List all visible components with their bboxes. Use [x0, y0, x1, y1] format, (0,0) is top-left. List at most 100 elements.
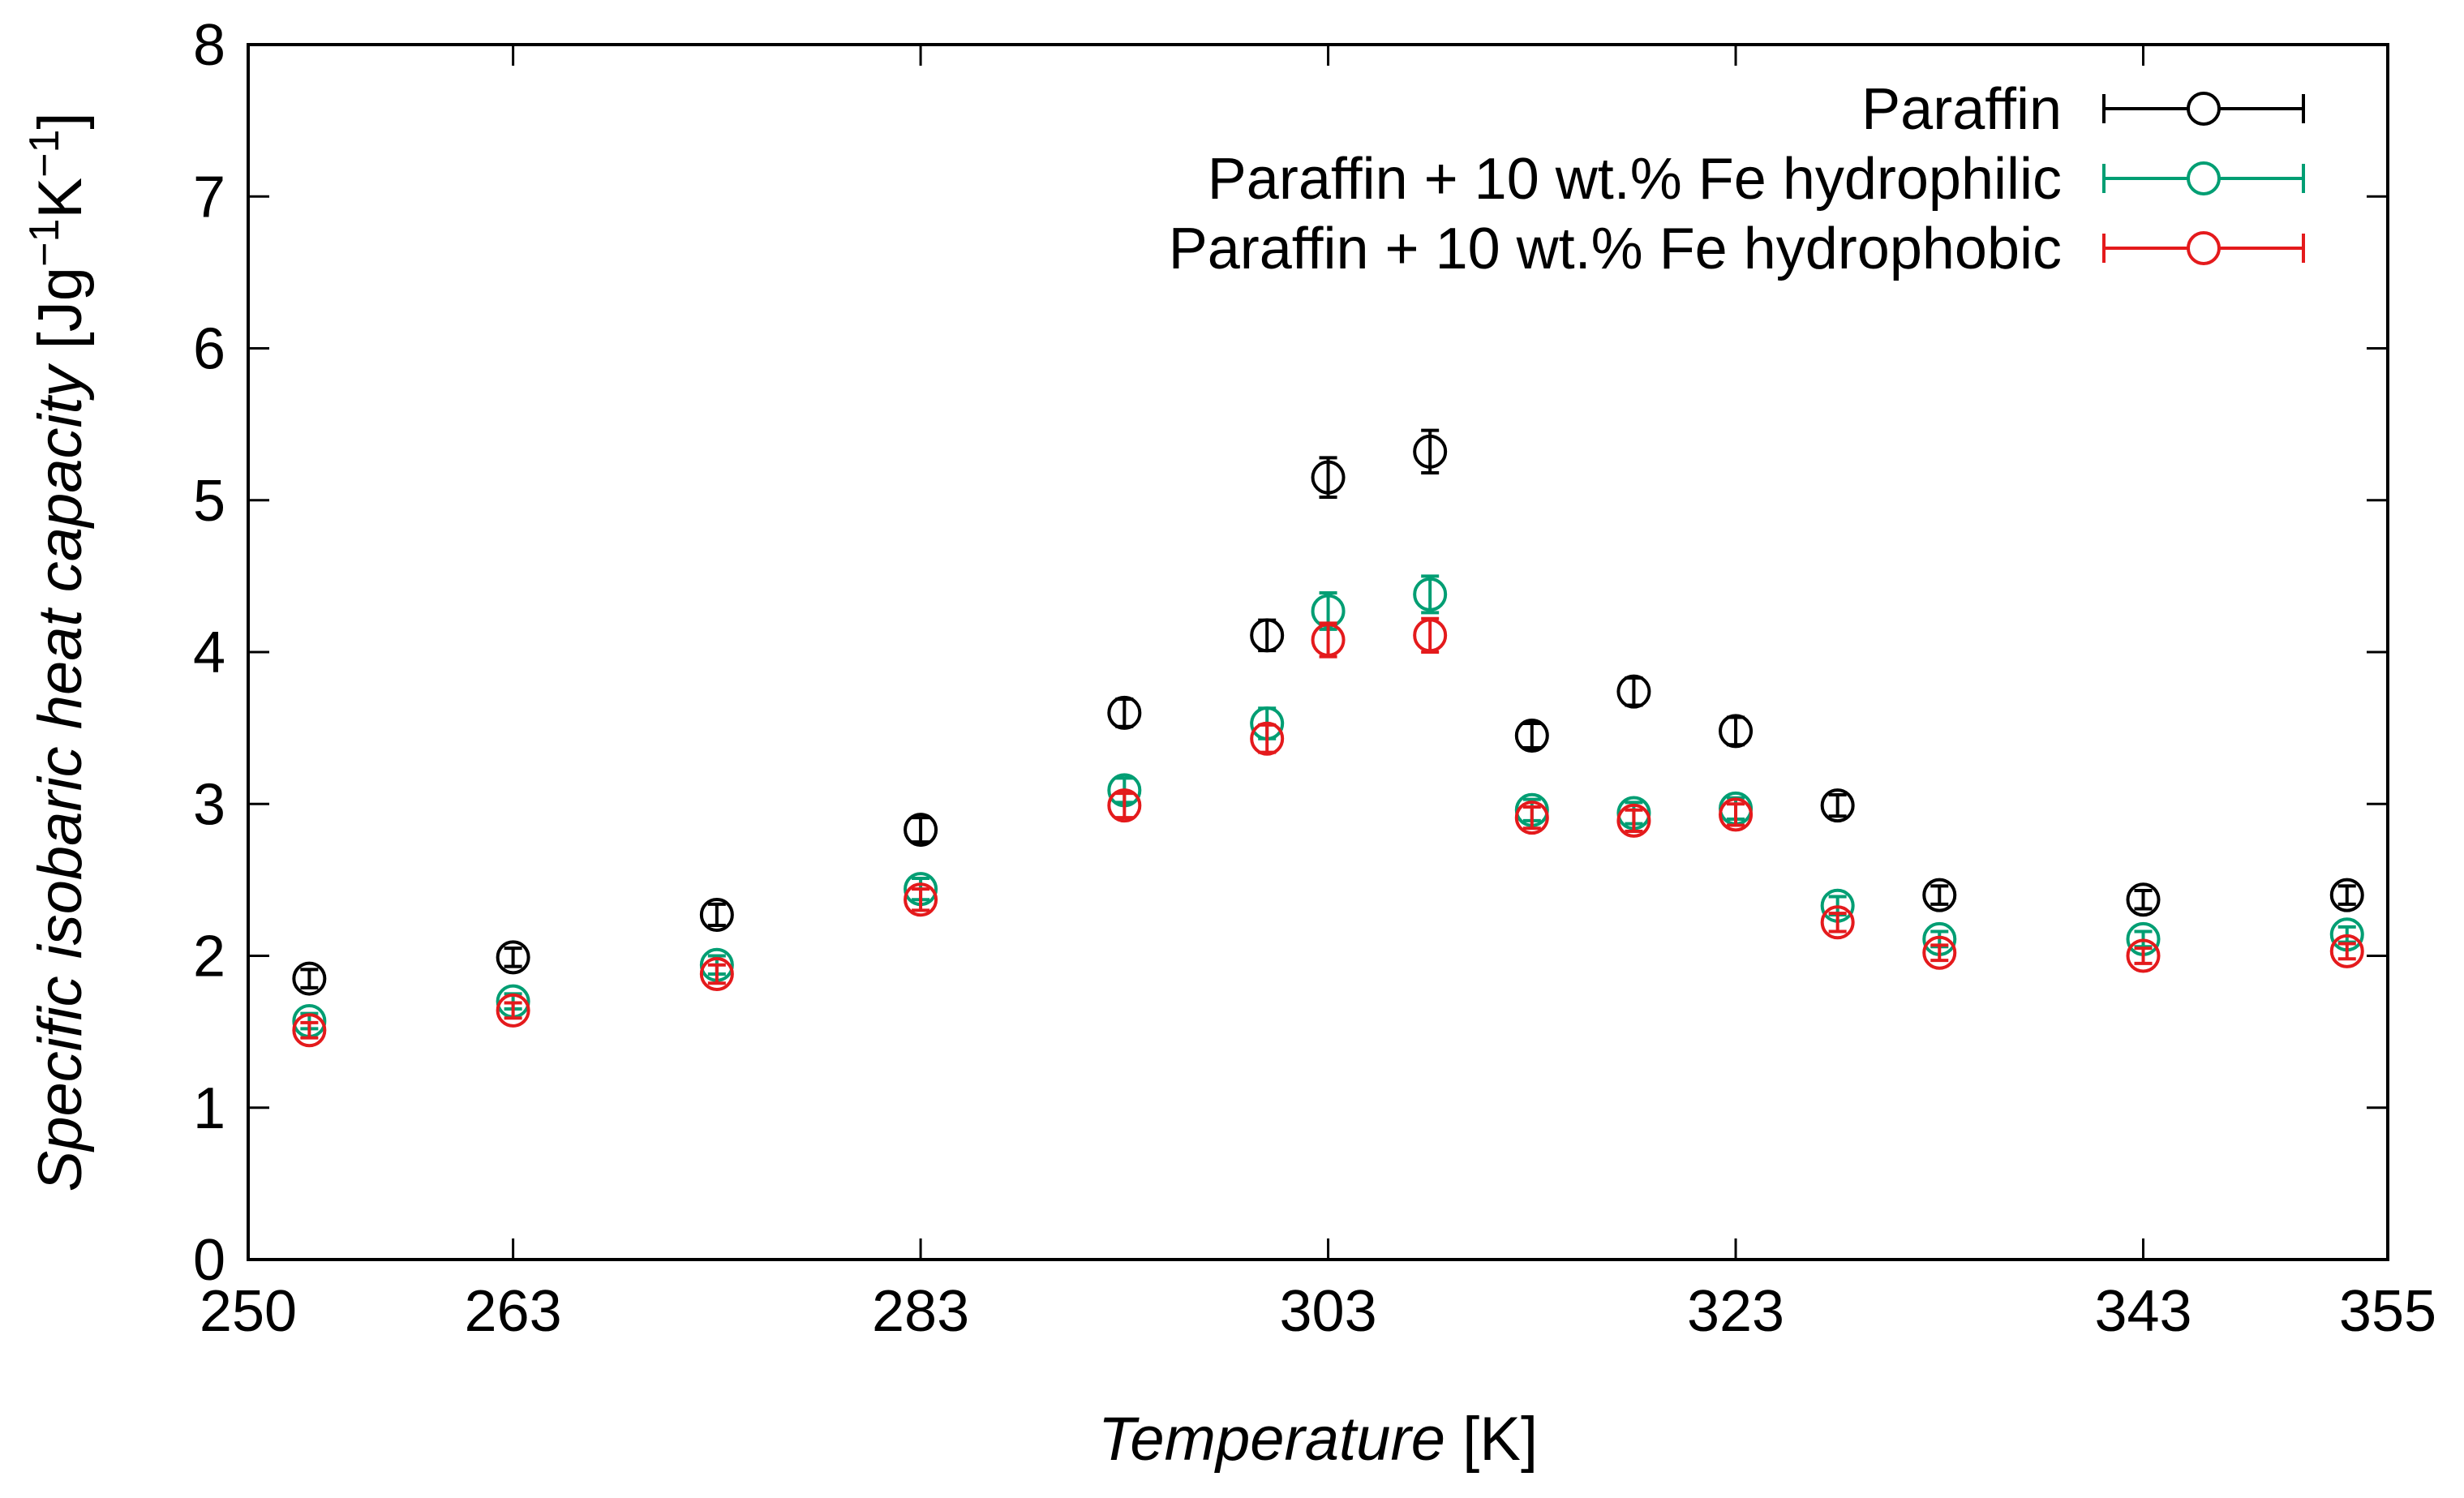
point-marker	[1514, 801, 1549, 835]
data-point	[1719, 714, 1754, 749]
data-point	[1820, 905, 1855, 940]
y-tick-label: 1	[193, 1076, 225, 1141]
y-axis-label: Specific isobaric heat capacity [Jg−1K−1…	[21, 113, 95, 1192]
y-axis-label-end: ]	[26, 113, 95, 130]
data-point	[496, 940, 530, 975]
data-point	[1616, 674, 1651, 709]
data-point	[2329, 878, 2364, 912]
point-marker	[1107, 695, 1142, 730]
data-point	[904, 813, 938, 848]
point-marker	[1820, 788, 1855, 823]
y-axis-label-sup2: −1	[21, 130, 68, 178]
point-marker	[904, 813, 938, 848]
y-axis-label-mid: K	[26, 178, 95, 219]
plot-frame	[247, 43, 2389, 1261]
data-point	[1922, 935, 1957, 970]
data-point	[2126, 882, 2161, 917]
point-marker	[1311, 460, 1346, 495]
legend-item-hydrophobic: Paraffin + 10 wt.% Fe hydrophobic	[1169, 217, 2305, 281]
point-marker	[2126, 938, 2161, 973]
point-marker	[1311, 623, 1346, 658]
point-marker	[1413, 618, 1448, 653]
legend-marker-paraffin	[2102, 92, 2305, 126]
legend-item-paraffin: Paraffin	[1861, 77, 2305, 142]
data-point	[1107, 695, 1142, 730]
y-tick-label: 4	[193, 620, 225, 685]
legend-marker-hydrophobic	[2102, 231, 2305, 265]
data-point	[1616, 803, 1651, 838]
data-point	[292, 1013, 327, 1048]
data-point	[496, 993, 530, 1028]
x-axis-label: Temperature [K]	[1098, 1405, 1538, 1474]
y-axis-label-sup1: −1	[21, 219, 68, 267]
point-marker	[2329, 878, 2364, 912]
data-point	[1250, 721, 1285, 756]
legend-item-hydrophilic: Paraffin + 10 wt.% Fe hydrophilic	[1208, 147, 2305, 212]
data-point	[904, 882, 938, 917]
x-axis-label-unit: [K]	[1445, 1405, 1538, 1474]
point-marker	[1616, 674, 1651, 709]
point-marker	[1107, 788, 1142, 823]
y-tick-label: 2	[193, 925, 225, 989]
data-point	[1820, 788, 1855, 823]
point-marker	[496, 940, 530, 975]
data-point	[2329, 934, 2364, 968]
x-axis-label-italic: Temperature	[1098, 1405, 1445, 1474]
legend-label-paraffin: Paraffin	[1861, 77, 2062, 142]
point-marker	[1250, 721, 1285, 756]
point-marker	[904, 882, 938, 917]
point-marker	[292, 961, 327, 996]
y-axis-label-italic: Specific isobaric heat capacity	[26, 363, 95, 1191]
data-point	[699, 897, 734, 932]
legend-label-hydrophilic: Paraffin + 10 wt.% Fe hydrophilic	[1208, 147, 2062, 212]
legend: Paraffin Paraffin + 10 wt.% Fe hydrophil…	[1169, 77, 2305, 281]
point-marker	[1250, 618, 1285, 653]
data-point	[699, 956, 734, 991]
data-point	[1311, 456, 1346, 500]
point-marker	[496, 993, 530, 1028]
x-tick-label: 263	[465, 1279, 562, 1344]
point-marker	[1922, 935, 1957, 970]
x-tick-label: 303	[1279, 1279, 1376, 1344]
legend-circle	[2187, 161, 2221, 195]
point-marker	[1413, 577, 1448, 612]
legend-circle	[2187, 231, 2221, 265]
data-point	[1107, 788, 1142, 823]
data-point	[1514, 801, 1549, 835]
x-tick-label: 355	[2339, 1279, 2436, 1344]
ticks-layer: 0 1 2 3 4 5 6 7 8 250 263 283 303 323 343 355	[193, 13, 2436, 1344]
point-marker	[699, 897, 734, 932]
data-point	[1922, 878, 1957, 912]
series-0	[292, 428, 2364, 996]
point-marker	[292, 1013, 327, 1048]
series-2	[292, 616, 2364, 1048]
y-axis-label-unit: [Jg	[26, 267, 95, 349]
data-point	[1311, 621, 1346, 659]
y-axis-label-space	[26, 349, 95, 366]
point-marker	[2126, 882, 2161, 917]
data-point	[1250, 618, 1285, 653]
x-tick-label: 250	[200, 1279, 297, 1344]
x-tick-label: 283	[872, 1279, 969, 1344]
data-layer	[292, 428, 2364, 1048]
point-marker	[1514, 718, 1549, 753]
data-point	[2126, 938, 2161, 973]
legend-circle	[2187, 92, 2221, 126]
y-tick-label: 7	[193, 165, 225, 230]
point-marker	[1413, 434, 1448, 469]
point-marker	[2329, 934, 2364, 968]
y-tick-label: 0	[193, 1228, 225, 1293]
point-marker	[699, 956, 734, 991]
data-point	[1514, 718, 1549, 753]
point-marker	[1922, 878, 1957, 912]
data-point	[1413, 616, 1448, 654]
y-tick-label: 5	[193, 469, 225, 534]
y-tick-label: 3	[193, 772, 225, 837]
x-tick-label: 323	[1687, 1279, 1784, 1344]
point-marker	[1616, 803, 1651, 838]
point-marker	[1719, 797, 1754, 832]
point-marker	[1820, 905, 1855, 940]
data-point	[292, 961, 327, 996]
y-tick-label: 8	[193, 13, 225, 78]
